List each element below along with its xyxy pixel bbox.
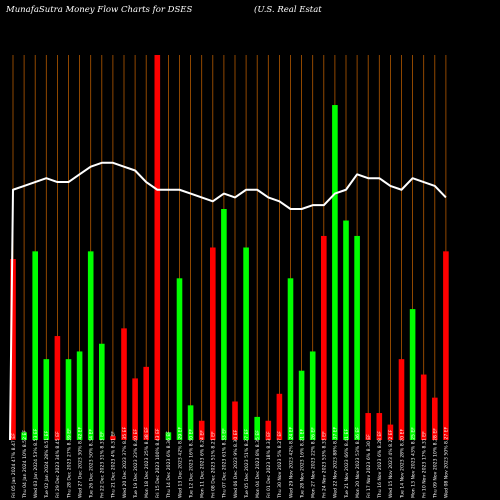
money-flow-bar (76, 351, 83, 440)
x-tick-label: Tue 05 Dec 2023 51% 8.27 EF (244, 429, 250, 499)
money-flow-bar (87, 251, 94, 440)
x-tick-label: Wed 06 Dec 2023 9% 8.30 EF (233, 429, 239, 498)
money-flow-bar (176, 278, 183, 440)
money-flow-bar (32, 251, 38, 440)
x-tick-label: Fri 17 Nov 2023 6% 8.30 EF (366, 434, 372, 498)
money-flow-bar (365, 413, 371, 440)
x-tick-label: Fri 10 Nov 2023 17% 8.31 EF (422, 431, 428, 498)
x-tick-label: Thu 16 Nov 2023 6% 8.28 EF (377, 431, 383, 499)
money-flow-bar (254, 416, 260, 440)
x-tick-label: Tue 02 Jan 2024 28% 8.51 EF (44, 430, 50, 499)
x-tick-label: Mon 18 Dec 2023 25% 8.38 EF (144, 427, 150, 498)
money-flow-bar (343, 220, 349, 440)
money-flow-bar (354, 235, 360, 440)
money-flow-bar (10, 259, 16, 440)
money-flow-bars (10, 55, 449, 441)
x-tick-label: Fri 08 Dec 2023 51% 8.21 EF (211, 431, 217, 498)
money-flow-bar (432, 397, 438, 440)
money-flow-bar (276, 393, 283, 440)
money-flow-bar (376, 413, 383, 440)
x-tick-label: Fri 22 Dec 2023 31% 8.33 EF (100, 431, 106, 498)
x-tick-label: Mon 11 Dec 2023 6% 8.24 EF (200, 430, 206, 498)
money-flow-bar (165, 432, 172, 440)
x-tick-label: Wed 20 Dec 2023 37% 8.35 EF (122, 426, 128, 498)
x-tick-label: Thu 14 Dec 2023 6% 8.36 EF (166, 431, 172, 499)
x-tick-label: Thu 04 Jan 2024 10% 8.52 EF (22, 430, 28, 499)
money-flow-bar (243, 247, 249, 440)
x-tick-label: Mon 04 Dec 2023 8% 8.35 EF (255, 430, 261, 498)
money-flow-bar (210, 247, 216, 440)
money-flow-bar (420, 374, 427, 440)
x-tick-label: Wed 27 Dec 2023 30% 8.42 EF (77, 426, 83, 498)
x-tick-label: Mon 13 Nov 2023 43% 8.25 EF (410, 427, 416, 498)
x-tick-label: Tue 19 Dec 2023 23% 8.40 EF (133, 429, 139, 499)
money-flow-bar (321, 235, 327, 440)
money-flow-bar (443, 251, 449, 440)
money-flow-bar (265, 420, 272, 440)
money-flow-bar (54, 336, 61, 440)
money-flow-bar (298, 370, 305, 440)
money-flow-bar (154, 55, 161, 440)
x-tick-label: Tue 14 Nov 2023 28% 8.20 EF (399, 429, 405, 499)
money-flow-bar (409, 309, 416, 440)
money-flow-bar (143, 366, 149, 440)
x-tick-label: Wed 03 Jan 2024 53% 8.53 EF (33, 428, 39, 498)
x-tick-label: Fri 01 Dec 2023 18% 8.33 EF (266, 431, 272, 498)
money-flow-bar (387, 424, 394, 440)
x-tick-label: Tue 21 Nov 2023 66% 8.41 EF (344, 429, 350, 499)
money-flow-bar (65, 359, 72, 440)
x-tick-label: Tue 12 Dec 2023 16% 8.30 EF (188, 429, 194, 499)
money-flow-bar (21, 432, 27, 440)
x-tick-label: Tue 28 Nov 2023 16% 8.21 EF (299, 429, 305, 499)
x-tick-label: Mon 27 Nov 2023 22% 8.26 EF (311, 427, 317, 498)
money-flow-bar (287, 278, 294, 440)
x-tick-label: Wed 15 Nov 2023 4% 8.22 EF (388, 429, 394, 498)
money-flow-bar (221, 209, 227, 440)
x-tick-label: Thu 30 Nov 2023 5% 8.27 EF (277, 431, 283, 499)
money-flow-bar (198, 420, 205, 440)
x-tick-label: Thu 09 Nov 2023 10% 8.28 EF (433, 428, 439, 499)
price-line-layer (9, 161, 447, 441)
price-line (9, 161, 447, 441)
chart-subtitle: (U.S. Real Estat (254, 5, 322, 15)
x-tick-label: Tue 26 Dec 2023 50% 8.34 EF (89, 429, 95, 499)
money-flow-bar (43, 359, 50, 440)
money-flow-bar (232, 401, 238, 440)
money-flow-bar (99, 343, 105, 440)
x-tick-label: Wed 29 Nov 2023 42% 8.24 EF (288, 426, 294, 498)
x-tick-label: Wed 08 Nov 2023 50% 8.27 EF (444, 426, 450, 498)
x-tick-label: Thu 07 Dec 2023 61% 8.33 EF (222, 428, 228, 499)
x-tick-label: Fri 15 Dec 2023 100% 8.43 EF (155, 428, 161, 498)
money-flow-bar (187, 405, 194, 440)
x-tick-label: Wed 13 Dec 2023 42% 8.29 EF (177, 426, 183, 498)
money-flow-bar (398, 359, 405, 440)
x-tick-label: Thu 28 Dec 2023 27% 8.39 EF (66, 428, 72, 499)
money-flow-bar (132, 378, 138, 440)
money-flow-bar (332, 105, 338, 441)
x-tick-label: Wed 22 Nov 2023 88% 8.37 EF (333, 426, 339, 498)
money-flow-bar (309, 351, 316, 440)
x-tick-label: Thu 21 Dec 2023 4% 8.31 EF (111, 431, 117, 499)
money-flow-bar (110, 436, 116, 440)
x-tick-label: Fri 24 Nov 2023 53% 8.33 EF (322, 431, 328, 498)
money-flow-bar (121, 328, 127, 440)
x-tick-label: Mon 20 Nov 2023 53% 8.36 EF (355, 427, 361, 498)
x-tick-labels: Fri 05 Jan 2024 47% 8.47 EF Thu 04 Jan 20… (11, 426, 450, 499)
x-tick-label: Fri 29 Dec 2023 34% 8.45 EF (55, 431, 61, 498)
chart-title: MunafaSutra Money Flow Charts for DSES (6, 5, 193, 15)
x-tick-label: Fri 05 Jan 2024 47% 8.47 EF (11, 433, 17, 498)
